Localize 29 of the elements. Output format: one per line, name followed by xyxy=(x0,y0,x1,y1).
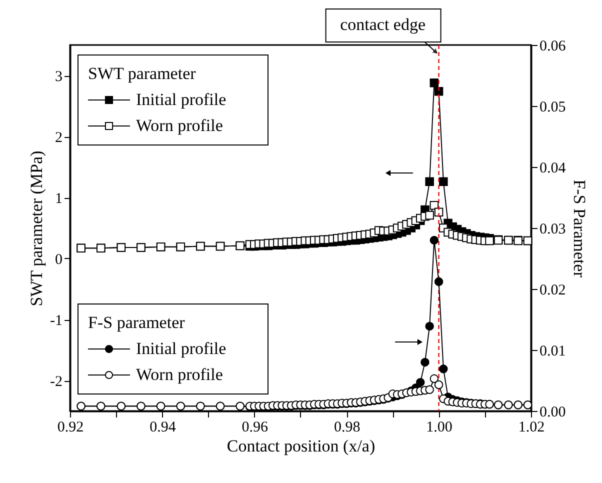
x-tick-label: 0.92 xyxy=(57,420,84,436)
y-axis-title: SWT parameter (MPa) xyxy=(27,150,46,306)
x-tick-label: 1.00 xyxy=(426,420,452,436)
y2-tick-label: 0.03 xyxy=(540,222,566,238)
y-tick-label: 0 xyxy=(55,252,62,268)
text: SWT parameter xyxy=(88,64,196,83)
y2-tick-label: 0.04 xyxy=(540,160,566,176)
annotation: contact edge xyxy=(340,15,426,34)
y-tick-label: 3 xyxy=(55,69,62,85)
y2-tick-label: 0.02 xyxy=(540,282,566,298)
text: F-S parameter xyxy=(88,313,185,332)
y2-tick-label: 0.05 xyxy=(540,100,566,116)
y2-axis-title: F-S Parameter xyxy=(570,180,589,278)
y-tick-label: -1 xyxy=(50,313,62,329)
legend-label: Initial profile xyxy=(136,339,226,358)
y2-tick-label: 0.00 xyxy=(540,404,566,420)
legend-label: Initial profile xyxy=(136,90,226,109)
y2-tick-label: 0.01 xyxy=(540,344,566,360)
y-tick-label: 2 xyxy=(55,130,62,146)
x-tick-label: 0.96 xyxy=(242,420,269,436)
x-tick-label: 0.98 xyxy=(334,420,360,436)
x-axis-title: Contact position (x/a) xyxy=(226,436,376,456)
x-tick-label: 1.02 xyxy=(518,420,545,436)
legend-label: Worn profile xyxy=(136,365,223,384)
y-tick-label: -2 xyxy=(50,374,62,390)
y2-tick-label: 0.06 xyxy=(540,38,566,54)
x-tick-label: 0.94 xyxy=(150,420,176,436)
y-tick-label: 1 xyxy=(55,191,62,207)
legend-label: Worn profile xyxy=(136,116,223,135)
